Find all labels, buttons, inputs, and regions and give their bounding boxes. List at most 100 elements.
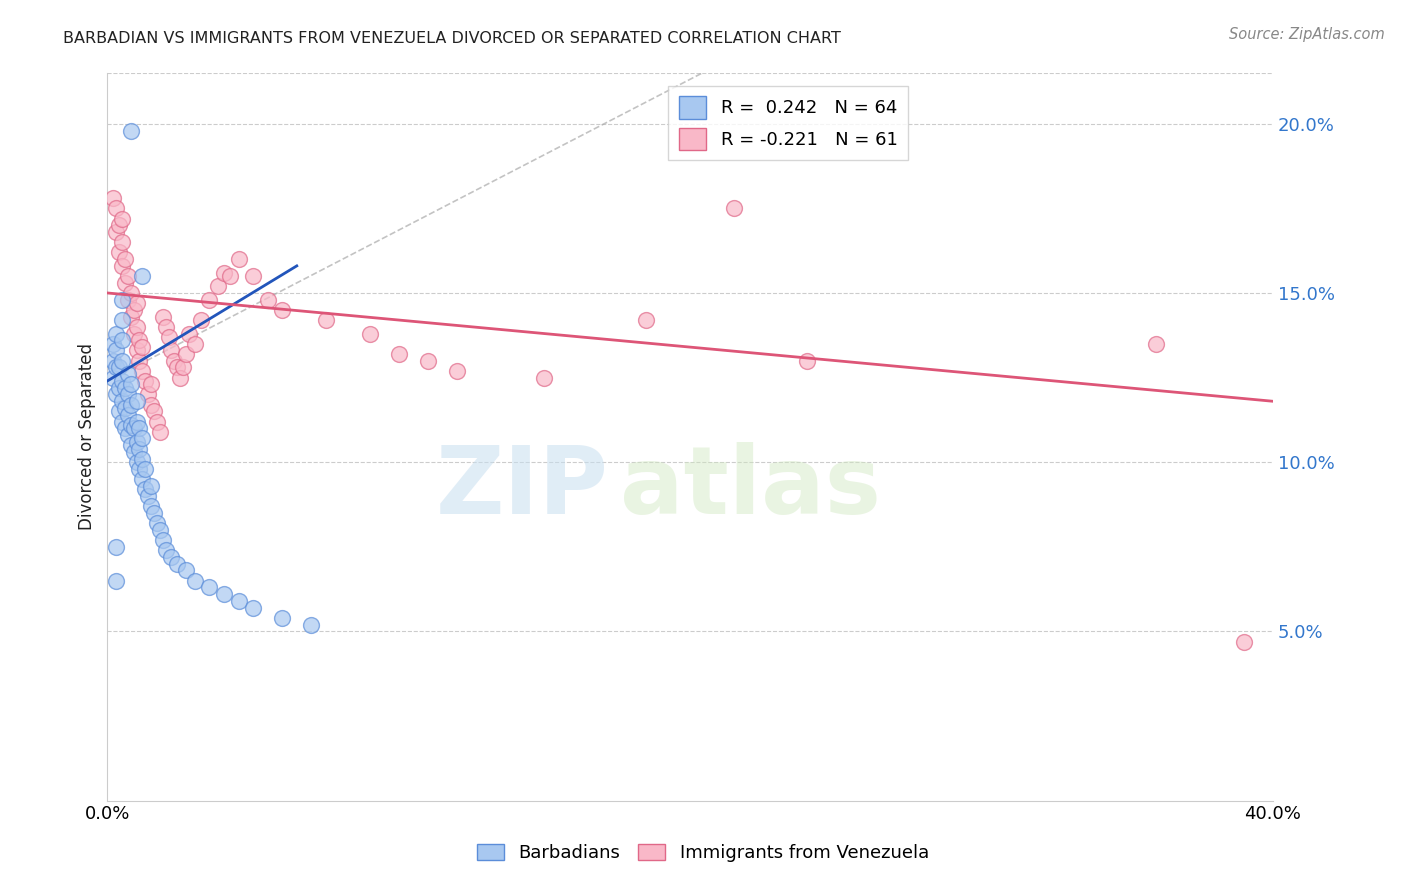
Point (122, 445, 145, 459)
Point (128, 334, 150, 348)
Point (416, 353, 439, 368)
Point (166, 557, 188, 571)
Point (174, 347, 197, 361)
Point (117, 367, 139, 381)
Point (160, 343, 183, 358)
Point (152, 310, 174, 324)
Point (242, 268, 264, 283)
Point (122, 421, 145, 435)
Point (636, 313, 658, 327)
Point (111, 394, 134, 409)
Point (120, 285, 142, 300)
Point (131, 472, 153, 486)
Text: ZIP: ZIP (436, 442, 609, 533)
Point (128, 462, 150, 476)
Point (256, 293, 278, 307)
Point (184, 574, 207, 588)
Point (796, 353, 818, 368)
Point (114, 401, 136, 415)
Point (157, 330, 180, 344)
Point (139, 479, 162, 493)
Point (131, 268, 153, 283)
Point (125, 455, 148, 469)
Point (105, 202, 128, 216)
Y-axis label: Divorced or Separated: Divorced or Separated (79, 343, 96, 531)
Point (218, 268, 240, 283)
Point (120, 123, 142, 137)
Point (125, 394, 148, 409)
Point (108, 381, 131, 395)
Point (163, 353, 186, 368)
Point (1144, 336, 1167, 351)
Point (166, 360, 188, 375)
Point (111, 235, 134, 250)
Point (359, 326, 381, 341)
Point (172, 360, 194, 375)
Point (111, 313, 134, 327)
Point (111, 259, 134, 273)
Point (128, 421, 150, 435)
Point (103, 370, 125, 384)
Point (114, 276, 136, 290)
Point (723, 202, 745, 216)
Point (155, 319, 177, 334)
Point (105, 225, 128, 239)
Point (117, 408, 139, 422)
Text: Source: ZipAtlas.com: Source: ZipAtlas.com (1229, 27, 1385, 42)
Point (120, 438, 142, 452)
Point (117, 428, 139, 442)
Point (177, 326, 200, 341)
Point (143, 404, 166, 418)
Point (152, 533, 174, 547)
Point (111, 353, 134, 368)
Point (114, 421, 136, 435)
Point (160, 549, 183, 564)
Text: atlas: atlas (620, 442, 882, 533)
Point (134, 462, 156, 476)
Point (139, 499, 162, 513)
Point (149, 523, 172, 537)
Point (169, 370, 191, 384)
Point (271, 611, 294, 625)
Legend: Barbadians, Immigrants from Venezuela: Barbadians, Immigrants from Venezuela (470, 837, 936, 870)
Point (134, 482, 156, 496)
Point (117, 268, 139, 283)
Point (131, 451, 153, 466)
Point (228, 594, 250, 608)
Point (120, 310, 142, 324)
Point (139, 377, 162, 392)
Point (242, 600, 264, 615)
Point (128, 353, 150, 368)
Point (207, 279, 229, 293)
Point (105, 360, 128, 375)
Point (190, 313, 212, 327)
Point (146, 516, 169, 530)
Point (212, 587, 235, 601)
Legend: R =  0.242   N = 64, R = -0.221   N = 61: R = 0.242 N = 64, R = -0.221 N = 61 (668, 86, 908, 161)
Point (446, 364, 468, 378)
Point (125, 296, 148, 310)
Point (134, 374, 156, 388)
Point (155, 543, 177, 558)
Point (122, 326, 145, 341)
Point (212, 266, 235, 280)
Point (131, 432, 153, 446)
Point (125, 343, 148, 358)
Point (114, 381, 136, 395)
Point (128, 442, 150, 456)
Point (108, 219, 131, 233)
Point (174, 564, 197, 578)
Point (105, 540, 128, 554)
Point (143, 506, 166, 520)
Point (315, 313, 337, 327)
Point (111, 374, 134, 388)
Point (111, 334, 134, 348)
Point (1233, 634, 1256, 648)
Point (105, 343, 128, 358)
Point (103, 191, 125, 205)
Point (533, 370, 555, 384)
Point (117, 293, 139, 307)
Point (131, 340, 153, 354)
Point (228, 252, 250, 266)
Point (184, 336, 207, 351)
